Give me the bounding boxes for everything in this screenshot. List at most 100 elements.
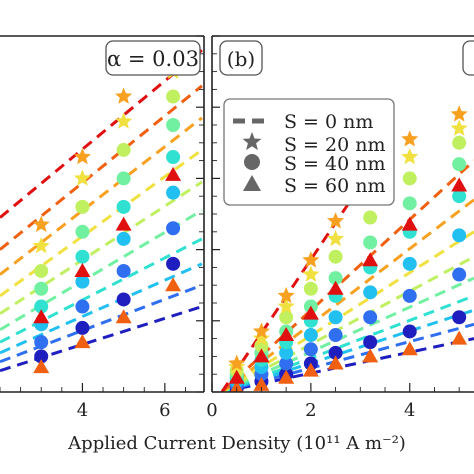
data-point-circle — [452, 189, 467, 204]
x-tick-label: 0 — [206, 400, 217, 421]
data-point-triangle — [253, 376, 270, 391]
data-point-circle — [363, 235, 378, 250]
data-point-circle — [303, 328, 318, 343]
data-point-star — [277, 297, 295, 314]
series-dashed-line — [0, 262, 203, 355]
data-point-circle — [116, 263, 131, 278]
data-point-triangle — [362, 348, 379, 363]
data-point-circle — [34, 281, 49, 296]
legend: S = 0 nm S = 20 nm S = 40 nm S = 60 nm — [223, 98, 395, 206]
data-point-star — [401, 148, 419, 165]
x-tick-label: 6 — [159, 400, 170, 421]
data-point-triangle — [327, 280, 344, 295]
data-point-triangle — [228, 369, 245, 384]
data-point-circle — [34, 349, 49, 364]
data-point-circle — [116, 292, 131, 307]
data-point-circle — [452, 267, 467, 282]
legend-star-icon — [242, 132, 262, 151]
left-panel-marks — [0, 44, 203, 374]
data-point-triangle — [451, 330, 468, 345]
data-point-circle — [328, 271, 343, 286]
left-axes — [0, 35, 205, 393]
data-point-circle — [363, 310, 378, 325]
data-point-triangle — [74, 262, 91, 277]
data-point-circle — [402, 171, 417, 186]
data-point-circle — [34, 299, 49, 314]
legend-circle-icon — [244, 154, 260, 170]
data-point-circle — [166, 221, 181, 236]
data-point-circle — [363, 285, 378, 300]
series-dashed-line — [0, 148, 203, 298]
series-dashed-line — [0, 209, 203, 331]
data-point-circle — [452, 228, 467, 243]
data-point-circle — [116, 199, 131, 214]
data-point-triangle — [165, 166, 182, 181]
data-point-circle — [75, 320, 90, 335]
data-point-star — [302, 251, 320, 268]
data-point-circle — [452, 310, 467, 325]
data-point-circle — [75, 224, 90, 239]
data-point-circle — [303, 281, 318, 296]
series-dashed-line — [221, 230, 474, 392]
series-dashed-line — [0, 237, 203, 344]
data-point-circle — [166, 256, 181, 271]
data-point-triangle — [115, 309, 132, 324]
data-point-circle — [116, 231, 131, 246]
series-dashed-line — [221, 255, 474, 392]
data-point-circle — [116, 171, 131, 186]
data-point-star — [228, 354, 246, 371]
series-dashed-line — [0, 283, 203, 364]
alpha-annotation-text: α = 0.03 — [107, 47, 199, 71]
data-point-circle — [328, 345, 343, 360]
data-point-triangle — [302, 362, 319, 377]
tick-labels: 4 6 0 2 4 — [77, 400, 416, 421]
data-point-circle — [279, 356, 294, 371]
data-point-triangle — [401, 341, 418, 356]
axis-ticks — [0, 35, 460, 393]
data-point-star — [115, 87, 133, 104]
series-dashed-line — [0, 116, 203, 276]
x-tick-label: 4 — [77, 400, 88, 421]
data-point-circle — [116, 142, 131, 157]
data-point-circle — [75, 299, 90, 314]
data-point-circle — [279, 310, 294, 325]
data-point-circle — [328, 249, 343, 264]
series-dashed-line — [0, 180, 203, 315]
data-point-triangle — [74, 334, 91, 349]
data-point-star — [327, 229, 345, 247]
data-point-circle — [402, 288, 417, 303]
data-point-star — [32, 237, 50, 254]
data-point-star — [73, 148, 91, 165]
right-panel-marks — [220, 105, 474, 392]
data-point-triangle — [33, 309, 50, 324]
legend-label-s0: S = 0 nm — [284, 111, 373, 133]
x-tick-label: 4 — [404, 400, 415, 421]
data-point-circle — [166, 118, 181, 132]
data-point-circle — [166, 150, 181, 165]
series-dashed-line — [220, 170, 372, 392]
data-point-circle — [166, 89, 181, 104]
data-point-triangle — [115, 216, 132, 231]
data-point-triangle — [253, 348, 270, 363]
legend-label-s40: S = 40 nm — [284, 153, 386, 175]
data-point-triangle — [451, 177, 468, 192]
series-dashed-line — [0, 305, 203, 373]
data-point-star — [252, 322, 270, 339]
data-point-circle — [402, 324, 417, 339]
data-point-circle — [75, 199, 90, 214]
x-tick-label: 2 — [305, 400, 316, 421]
data-point-triangle — [362, 252, 379, 267]
data-point-triangle — [327, 355, 344, 370]
data-point-circle — [34, 335, 49, 350]
data-point-triangle — [278, 369, 295, 384]
data-point-circle — [363, 335, 378, 350]
data-point-circle — [75, 249, 90, 264]
legend-label-s60: S = 60 nm — [284, 175, 386, 197]
data-point-star — [302, 265, 320, 282]
data-point-star — [327, 212, 345, 229]
data-point-circle — [328, 328, 343, 343]
legend-triangle-icon — [243, 175, 261, 191]
data-point-circle — [279, 345, 294, 360]
data-point-star — [252, 329, 270, 346]
